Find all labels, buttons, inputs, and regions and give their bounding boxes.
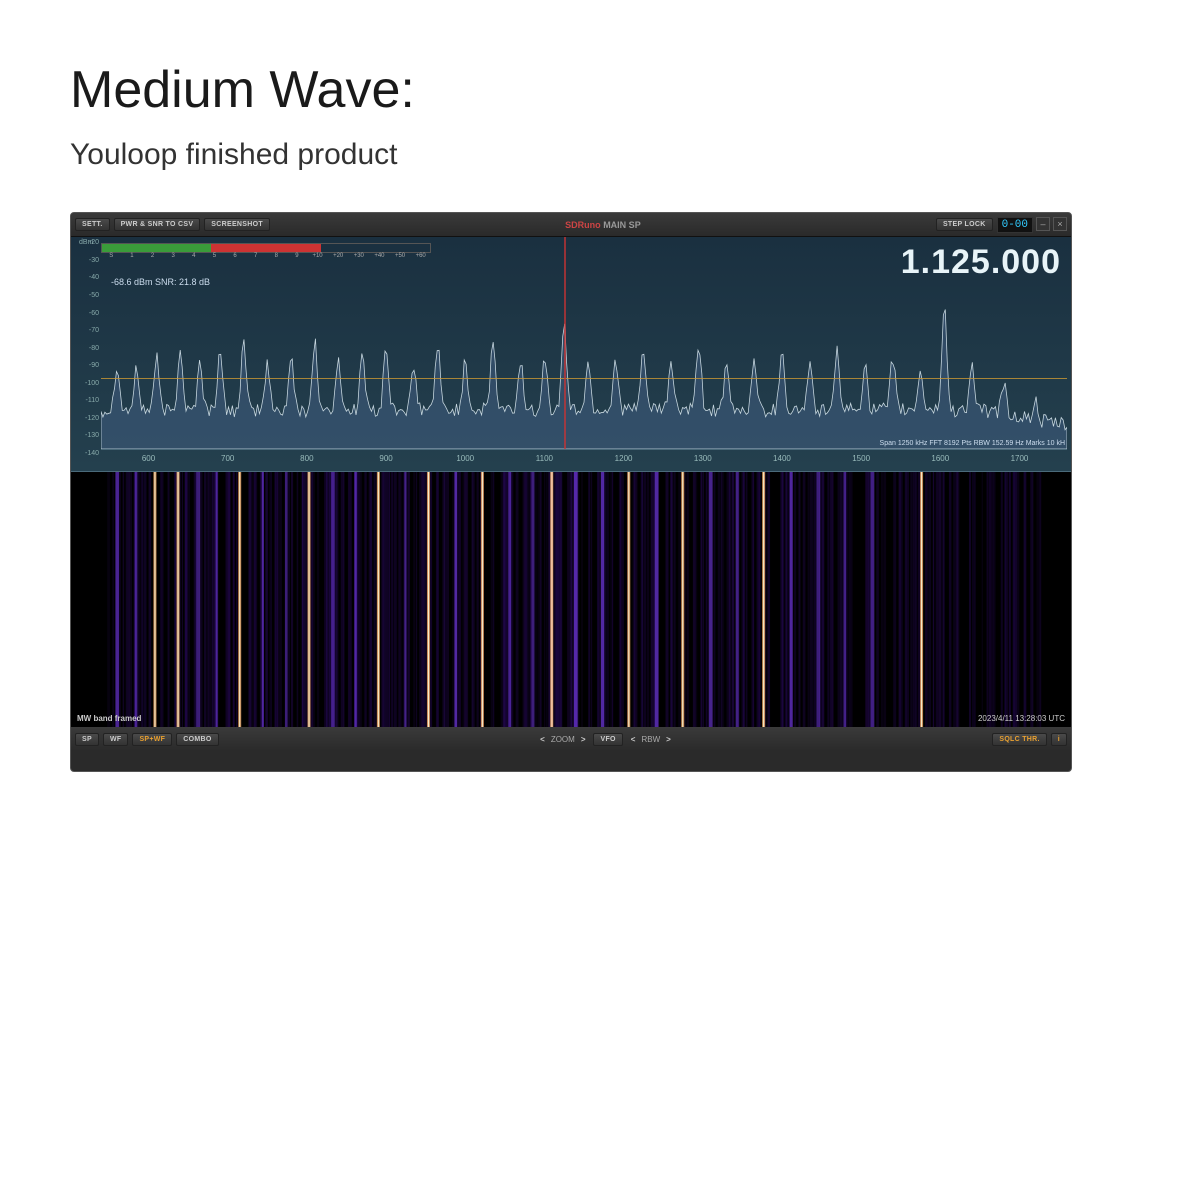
x-axis: 6007008009001000110012001300140015001600… bbox=[101, 449, 1067, 471]
top-toolbar: SETT. PWR & SNR TO CSV SCREENSHOT SDRuno… bbox=[71, 213, 1071, 237]
sdr-app-window: SETT. PWR & SNR TO CSV SCREENSHOT SDRuno… bbox=[70, 212, 1072, 772]
sp-button[interactable]: SP bbox=[75, 733, 99, 746]
info-button[interactable]: i bbox=[1051, 733, 1067, 746]
zoom-control[interactable]: < ZOOM > bbox=[536, 735, 589, 744]
rbw-up-icon[interactable]: > bbox=[662, 735, 675, 744]
page-subtitle: Youloop finished product bbox=[70, 138, 1130, 172]
settings-button[interactable]: SETT. bbox=[75, 218, 110, 231]
pwr-snr-csv-button[interactable]: PWR & SNR TO CSV bbox=[114, 218, 201, 231]
sqlc-button[interactable]: SQLC THR. bbox=[992, 733, 1046, 746]
waterfall-label: MW band framed bbox=[77, 714, 141, 723]
page-title: Medium Wave: bbox=[70, 60, 1130, 120]
step-lock-button[interactable]: STEP LOCK bbox=[936, 218, 993, 231]
frequency-display[interactable]: 1.125.000 bbox=[901, 243, 1061, 282]
fft-info: Span 1250 kHz FFT 8192 Pts RBW 152.59 Hz… bbox=[880, 440, 1065, 447]
brand-sub: MAIN SP bbox=[603, 220, 641, 230]
zoom-out-icon[interactable]: < bbox=[536, 735, 549, 744]
vfo-button[interactable]: VFO bbox=[593, 733, 622, 746]
minimize-icon[interactable]: – bbox=[1036, 217, 1050, 231]
rbw-control[interactable]: < RBW > bbox=[627, 735, 675, 744]
brand-label: SDRuno bbox=[565, 220, 601, 230]
screenshot-button[interactable]: SCREENSHOT bbox=[204, 218, 270, 231]
rbw-down-icon[interactable]: < bbox=[627, 735, 640, 744]
waterfall-timestamp: 2023/4/11 13:28:03 UTC bbox=[978, 714, 1065, 723]
step-lcd: 0-00 bbox=[997, 217, 1033, 233]
y-axis: -20-30-40-50-60-70-80-90-100-110-120-130… bbox=[75, 237, 101, 471]
tune-line[interactable] bbox=[564, 237, 566, 449]
spectrum-panel[interactable]: 1.125.000 dBm S123456789+10+20+30+40+50+… bbox=[71, 237, 1071, 472]
wf-button[interactable]: WF bbox=[103, 733, 128, 746]
bottom-toolbar: SP WF SP+WF COMBO < ZOOM > VFO < RBW > S… bbox=[71, 727, 1071, 751]
window-title: SDRuno MAIN SP bbox=[274, 220, 932, 230]
baseline-marker bbox=[101, 378, 1067, 379]
waterfall-panel[interactable]: MW band framed 2023/4/11 13:28:03 UTC bbox=[71, 472, 1071, 727]
spwf-button[interactable]: SP+WF bbox=[132, 733, 172, 746]
combo-button[interactable]: COMBO bbox=[176, 733, 218, 746]
zoom-in-icon[interactable]: > bbox=[577, 735, 590, 744]
close-icon[interactable]: × bbox=[1053, 217, 1067, 231]
